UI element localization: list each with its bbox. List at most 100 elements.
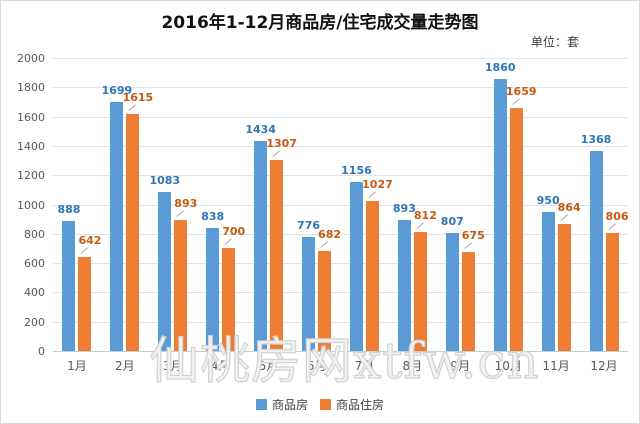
label-leader-line [560, 214, 569, 223]
bar-value-label: 1027 [362, 177, 393, 191]
bar-value-label: 1860 [484, 60, 516, 74]
bar-value-label: 675 [461, 229, 485, 243]
bar-value-label: 682 [318, 228, 342, 242]
bar-商品房-12月 [589, 150, 603, 351]
bar-商品住房-12月 [605, 232, 619, 351]
label-leader-line [224, 238, 233, 247]
x-axis-label: 9月 [450, 359, 471, 373]
y-axis-tick-label: 800 [24, 227, 45, 241]
legend-swatch-orange-icon [320, 399, 331, 410]
gridline [53, 116, 628, 118]
gridline [53, 58, 628, 59]
y-axis-tick-label: 200 [24, 315, 45, 329]
x-axis-label: 2月 [115, 359, 135, 373]
x-axis-label: 12月 [590, 359, 618, 373]
y-axis-tick-label: 1800 [17, 81, 45, 95]
x-axis-label: 10月 [494, 359, 522, 373]
bar-value-label: 888 [57, 202, 81, 216]
legend-label-series2: 商品住房 [336, 398, 385, 412]
bar-商品住房-1月 [78, 256, 92, 351]
y-axis-tick-label: 1400 [17, 139, 45, 153]
bar-value-label: 812 [413, 209, 437, 223]
y-axis-tick-label: 600 [24, 257, 45, 271]
bar-商品住房-10月 [509, 107, 523, 351]
bar-商品房-11月 [541, 211, 555, 351]
x-axis-line [53, 351, 628, 352]
bar-value-label: 893 [174, 197, 198, 211]
gridline [53, 145, 628, 147]
legend-item-series2: 商品住房 [320, 396, 384, 413]
bar-商品房-2月 [110, 102, 124, 351]
y-axis-tick-label: 2000 [17, 52, 45, 65]
bar-value-label: 806 [605, 209, 629, 223]
bar-商品住房-3月 [174, 220, 188, 351]
legend: 商品房 商品住房 [1, 396, 639, 413]
x-axis-label: 4月 [210, 359, 231, 373]
bar-商品房-4月 [206, 228, 220, 351]
bar-商品住房-9月 [461, 252, 475, 351]
label-leader-line [320, 241, 329, 249]
bar-value-label: 1307 [266, 136, 297, 150]
bar-value-label: 1368 [580, 132, 612, 146]
unit-label: 单位：套 [530, 35, 579, 49]
label-leader-line [128, 104, 137, 113]
y-axis-tick-label: 1600 [17, 110, 45, 124]
bar-value-label: 1434 [245, 122, 276, 136]
legend-swatch-blue-icon [255, 399, 267, 410]
bar-商品房-9月 [445, 232, 459, 351]
label-leader-line [80, 247, 90, 255]
bar-value-label: 1156 [341, 163, 372, 177]
x-axis-label: 6月 [306, 359, 327, 373]
label-leader-line [416, 222, 425, 230]
gridline [53, 204, 628, 206]
bar-value-label: 776 [297, 219, 321, 233]
label-leader-line [512, 98, 521, 106]
bar-value-label: 807 [440, 214, 464, 228]
gridline [53, 175, 628, 177]
label-leader-line [176, 210, 185, 218]
bar-商品住房-5月 [270, 159, 284, 351]
bar-value-label: 950 [536, 193, 560, 207]
x-axis-label: 3月 [162, 359, 183, 373]
bar-商品住房-8月 [413, 232, 427, 351]
gridline [53, 233, 628, 235]
bar-商品住房-4月 [222, 248, 236, 351]
bar-value-label: 838 [201, 210, 225, 224]
x-axis-label: 8月 [402, 359, 423, 373]
bar-商品住房-7月 [365, 200, 379, 351]
bar-商品住房-11月 [557, 224, 571, 351]
gridline [53, 263, 628, 265]
y-axis-tick-label: 400 [24, 286, 45, 300]
gridline [53, 292, 628, 294]
label-leader-line [464, 242, 473, 250]
x-axis-label: 1月 [67, 359, 87, 373]
y-axis-tick-label: 0 [38, 345, 45, 358]
bar-value-label: 700 [222, 225, 246, 239]
gridline [53, 321, 628, 323]
bar-value-label: 1699 [101, 84, 133, 98]
legend-item-series1: 商品房 [255, 396, 308, 413]
bar-value-label: 864 [557, 201, 581, 215]
label-leader-line [272, 149, 281, 158]
bar-商品住房-2月 [126, 114, 140, 351]
bar-商品房-7月 [349, 181, 363, 351]
bar-value-label: 1659 [505, 84, 537, 98]
bar-商品房-8月 [397, 220, 411, 351]
bar-value-label: 1083 [149, 174, 181, 188]
bar-商品房-3月 [158, 192, 172, 351]
x-axis-label: 11月 [542, 359, 570, 373]
x-axis-label: 7月 [354, 359, 375, 373]
bar-商品房-1月 [62, 220, 76, 351]
label-leader-line [368, 190, 377, 199]
bar-商品房-5月 [254, 140, 268, 351]
y-axis-tick-label: 1000 [17, 198, 45, 212]
legend-label-series1: 商品房 [271, 398, 308, 412]
bar-value-label: 642 [78, 233, 102, 247]
y-axis-tick-label: 1200 [17, 169, 45, 183]
x-axis-label: 5月 [258, 359, 279, 373]
bar-value-label: 893 [392, 202, 416, 216]
bar-商品房-6月 [302, 237, 316, 351]
chart-title: 2016年1-12月商品房/住宅成交量走势图 [161, 13, 479, 33]
bar-商品住房-6月 [318, 251, 332, 351]
